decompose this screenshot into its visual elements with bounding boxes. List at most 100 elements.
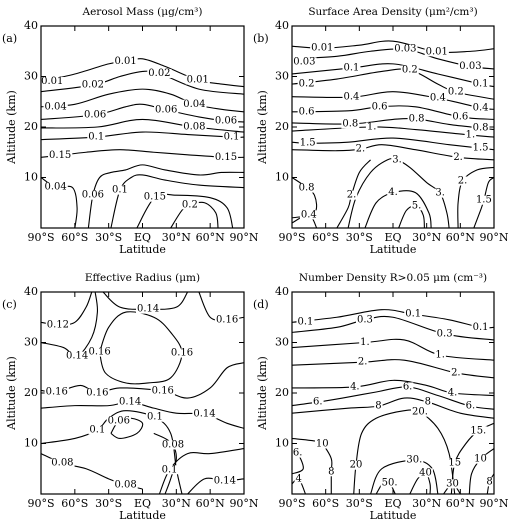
contour-label: 0.2 bbox=[402, 64, 418, 75]
contour-label: 0.1 bbox=[473, 79, 489, 90]
contour-label-bg bbox=[356, 357, 369, 367]
contours bbox=[41, 58, 244, 228]
contour-line bbox=[41, 362, 244, 399]
contour-label: 0.14 bbox=[119, 397, 141, 408]
contour-label: 6. bbox=[313, 397, 323, 408]
contour-label-bg bbox=[471, 123, 490, 133]
contour-label: 0.4 bbox=[301, 209, 317, 220]
contour-label-bg bbox=[169, 348, 195, 358]
contour-label-bg bbox=[294, 474, 303, 484]
contour-label: 0.2 bbox=[448, 87, 464, 98]
contour-label: 0.01 bbox=[311, 43, 333, 54]
contour-label: 8 bbox=[328, 466, 334, 477]
contour-label: 1. bbox=[466, 130, 476, 141]
panel: Effective Radius (μm) (c) Latitude Altitude… bbox=[2, 272, 259, 522]
contour-label-bg bbox=[359, 338, 371, 347]
contour-label: 0.1 bbox=[89, 424, 105, 435]
x-tick-label: 60°S bbox=[61, 231, 88, 244]
y-tick-label: 30 bbox=[275, 336, 289, 349]
contour-label-bg bbox=[85, 388, 110, 398]
contour-line bbox=[364, 190, 432, 228]
contour-label-bg bbox=[471, 143, 490, 153]
contour-line bbox=[292, 309, 494, 329]
contour-label-bg bbox=[471, 322, 490, 332]
contour-label-bg bbox=[297, 183, 316, 193]
contour-line bbox=[347, 158, 450, 228]
contour-label-bg bbox=[43, 102, 68, 112]
contour-label: 0.08 bbox=[51, 458, 73, 469]
y-tick-label: 30 bbox=[24, 336, 38, 349]
x-tick-label: 90°S bbox=[278, 497, 305, 510]
plot-frame bbox=[40, 291, 245, 495]
contour-label-bg bbox=[297, 107, 316, 117]
panel-label: (a) bbox=[2, 32, 17, 45]
contour-label-bg bbox=[160, 465, 179, 475]
contour-label: 10 bbox=[474, 454, 487, 465]
contour-label-bg bbox=[314, 439, 330, 449]
contour-label-bg bbox=[310, 43, 335, 53]
contour-label: 20. bbox=[412, 407, 428, 418]
contour-label-bg bbox=[446, 388, 459, 398]
contour-label-bg bbox=[298, 138, 317, 148]
contour-label-bg bbox=[299, 210, 318, 220]
y-tick-label: 10 bbox=[24, 171, 38, 184]
contour-label: 6. bbox=[293, 448, 303, 459]
contour-label-bg bbox=[407, 114, 426, 124]
contour-label: 0.03 bbox=[394, 44, 416, 55]
contour-label-bg bbox=[48, 150, 73, 160]
contour-label: 0.1 bbox=[298, 316, 314, 327]
x-tick-label: EQ bbox=[134, 231, 151, 244]
contour-label: 0.16 bbox=[216, 314, 238, 325]
contour-label-bg bbox=[348, 460, 364, 470]
contour-label-bg bbox=[404, 309, 423, 319]
contour-label-bg bbox=[88, 425, 107, 435]
contour-label-bg bbox=[342, 92, 361, 102]
panel-title: Effective Radius (μm) bbox=[85, 272, 200, 284]
contour-label-bg bbox=[471, 103, 490, 113]
contour-label-bg bbox=[312, 397, 324, 407]
x-tick-label: 30°N bbox=[412, 231, 441, 244]
panel: Aerosol Mass (μg/cm³) (a) Latitude Altitude… bbox=[2, 6, 259, 256]
contour-label: 0.12 bbox=[47, 319, 69, 330]
contour-label: 0.3 bbox=[357, 314, 373, 325]
contour-label-bg bbox=[45, 320, 71, 330]
contour-line bbox=[41, 88, 244, 113]
contour-label-bg bbox=[147, 68, 172, 78]
contour-label: 0.1 bbox=[112, 185, 128, 196]
contour-label: 30. bbox=[406, 455, 422, 466]
contour-label: 8 bbox=[375, 401, 381, 412]
y-tick-label: 20 bbox=[275, 120, 289, 133]
x-tick-label: 90°N bbox=[229, 497, 258, 510]
contour-label-bg bbox=[464, 130, 477, 140]
contour-label-bg bbox=[296, 317, 315, 327]
x-tick-label: 90°N bbox=[479, 497, 508, 510]
contour-line bbox=[41, 131, 244, 141]
contour-label-bg bbox=[428, 93, 447, 103]
contour-label: 0.08 bbox=[162, 440, 184, 451]
contour-label: 0.04 bbox=[45, 101, 67, 112]
y-tick-label: 30 bbox=[24, 70, 38, 83]
contour-label-bg bbox=[370, 102, 389, 112]
contour-label-bg bbox=[113, 56, 138, 66]
contour-label: 0.06 bbox=[82, 190, 104, 201]
contour-label: 0.16 bbox=[86, 388, 108, 399]
contour-label-bg bbox=[471, 79, 490, 89]
contour-label: 2. bbox=[451, 367, 461, 378]
contour-line bbox=[292, 359, 494, 379]
contour-label-bg bbox=[327, 467, 336, 477]
contour-label: 0.1 bbox=[224, 132, 240, 143]
contour-label-bg bbox=[87, 347, 112, 357]
x-axis-label: Latitude bbox=[119, 509, 166, 522]
contour-label-bg bbox=[214, 315, 240, 325]
contour-label: 4. bbox=[350, 381, 360, 392]
contour-label: 4 bbox=[296, 473, 302, 484]
contour-label-bg bbox=[180, 200, 199, 210]
contour-label: 0.15 bbox=[215, 152, 237, 163]
contour-label: 0.01 bbox=[426, 46, 448, 57]
contour-label: 8 bbox=[486, 476, 492, 487]
contour-label-bg bbox=[117, 397, 143, 407]
contour-label-bg bbox=[446, 87, 465, 97]
x-tick-label: EQ bbox=[384, 497, 401, 510]
contour-line bbox=[41, 401, 244, 429]
contour-label: 0.02 bbox=[82, 80, 104, 91]
